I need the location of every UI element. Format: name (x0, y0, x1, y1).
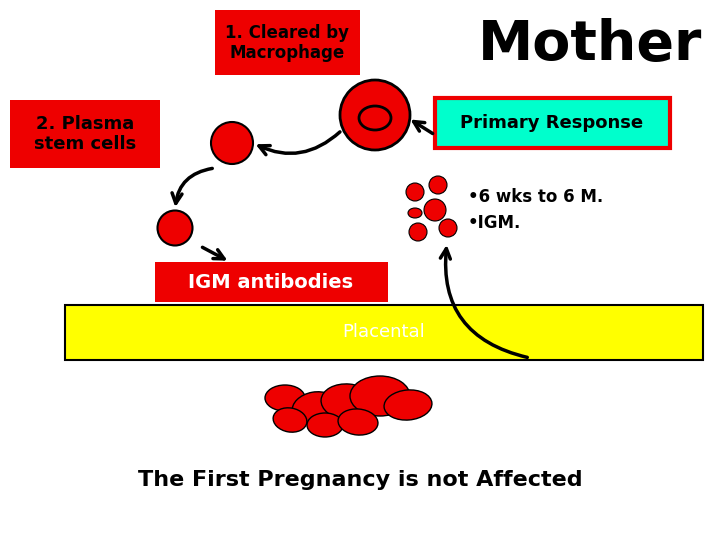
Ellipse shape (424, 199, 446, 221)
Ellipse shape (338, 409, 378, 435)
Ellipse shape (340, 80, 410, 150)
Ellipse shape (384, 390, 432, 420)
FancyBboxPatch shape (10, 100, 160, 168)
Text: Mother: Mother (478, 18, 702, 72)
Text: The First Pregnancy is not Affected: The First Pregnancy is not Affected (138, 470, 582, 490)
Ellipse shape (429, 176, 447, 194)
Ellipse shape (408, 208, 422, 218)
Text: Primary Response: Primary Response (460, 114, 644, 132)
Ellipse shape (265, 385, 305, 411)
Ellipse shape (350, 376, 410, 416)
Ellipse shape (439, 219, 457, 237)
FancyBboxPatch shape (435, 98, 670, 148)
Text: 2. Plasma
stem cells: 2. Plasma stem cells (34, 114, 136, 153)
FancyBboxPatch shape (155, 262, 388, 302)
Text: Placental: Placental (343, 323, 426, 341)
Ellipse shape (321, 384, 375, 420)
Ellipse shape (158, 211, 192, 246)
Text: •IGM.: •IGM. (468, 214, 521, 232)
FancyBboxPatch shape (65, 305, 703, 360)
Text: IGM antibodies: IGM antibodies (189, 273, 354, 292)
Ellipse shape (406, 183, 424, 201)
FancyBboxPatch shape (215, 10, 360, 75)
Text: 1. Cleared by
Macrophage: 1. Cleared by Macrophage (225, 24, 349, 63)
Ellipse shape (292, 392, 338, 424)
Ellipse shape (307, 413, 343, 437)
Ellipse shape (211, 122, 253, 164)
Ellipse shape (273, 408, 307, 432)
Ellipse shape (409, 223, 427, 241)
Text: •6 wks to 6 M.: •6 wks to 6 M. (468, 188, 603, 206)
